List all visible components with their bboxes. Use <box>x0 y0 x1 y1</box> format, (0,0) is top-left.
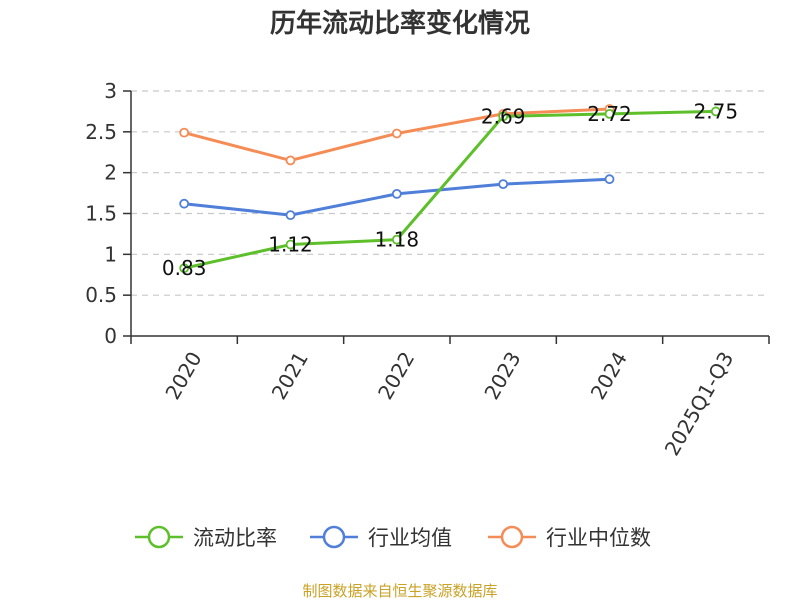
data-point <box>498 111 509 122</box>
x-tick-label: 2024 <box>586 348 632 404</box>
y-tick-label: 0.5 <box>85 283 117 307</box>
data-point <box>391 128 402 139</box>
y-tick-label: 1 <box>104 242 117 266</box>
legend-item: 行业均值 <box>310 525 452 550</box>
data-point <box>285 210 296 221</box>
series-layer <box>179 104 721 274</box>
data-point <box>179 263 190 274</box>
x-tick-label: 2023 <box>479 347 525 403</box>
legend-label: 行业均值 <box>368 526 452 550</box>
legend: 流动比率 行业均值 行业中位数 <box>135 525 651 550</box>
data-label: 2.75 <box>694 99 739 123</box>
y-tick-label: 0 <box>104 324 117 348</box>
data-labels: 0.83 1.12 1.18 2.69 2.72 2.75 <box>162 99 738 280</box>
data-label: 1.12 <box>268 233 313 257</box>
x-tick-label: 2021 <box>267 348 313 404</box>
legend-swatch-marker <box>500 525 524 549</box>
data-point <box>179 127 190 138</box>
data-label: 2.72 <box>587 102 632 126</box>
legend-swatch-marker <box>322 525 346 549</box>
data-point <box>285 155 296 166</box>
y-tick-label: 2.5 <box>85 120 117 144</box>
legend-label: 行业中位数 <box>546 526 651 550</box>
data-point <box>285 239 296 250</box>
data-point <box>604 174 615 185</box>
legend-item: 流动比率 <box>135 525 277 550</box>
series-line <box>183 109 716 270</box>
data-label: 0.83 <box>162 256 207 280</box>
legend-swatch-marker <box>147 525 171 549</box>
data-point <box>498 179 509 190</box>
grid-lines <box>131 90 769 296</box>
data-point <box>604 108 615 119</box>
data-label: 1.18 <box>375 228 420 252</box>
x-tick-label: 2022 <box>373 348 419 404</box>
x-tick-label: 2025Q1-Q3 <box>660 348 739 460</box>
data-point <box>391 188 402 199</box>
legend-item: 行业中位数 <box>488 525 651 550</box>
data-label: 2.69 <box>481 104 526 128</box>
data-point <box>391 234 402 245</box>
y-tick-label: 2 <box>104 161 117 185</box>
y-tick-label: 1.5 <box>85 202 117 226</box>
data-point <box>710 106 721 117</box>
legend-label: 流动比率 <box>193 526 277 550</box>
x-tick-label: 2020 <box>160 348 206 404</box>
source-note: 制图数据来自恒生聚源数据库 <box>302 582 497 600</box>
data-point <box>179 198 190 209</box>
y-tick-label: 3 <box>104 79 117 103</box>
chart-title: 历年流动比率变化情况 <box>270 8 530 39</box>
